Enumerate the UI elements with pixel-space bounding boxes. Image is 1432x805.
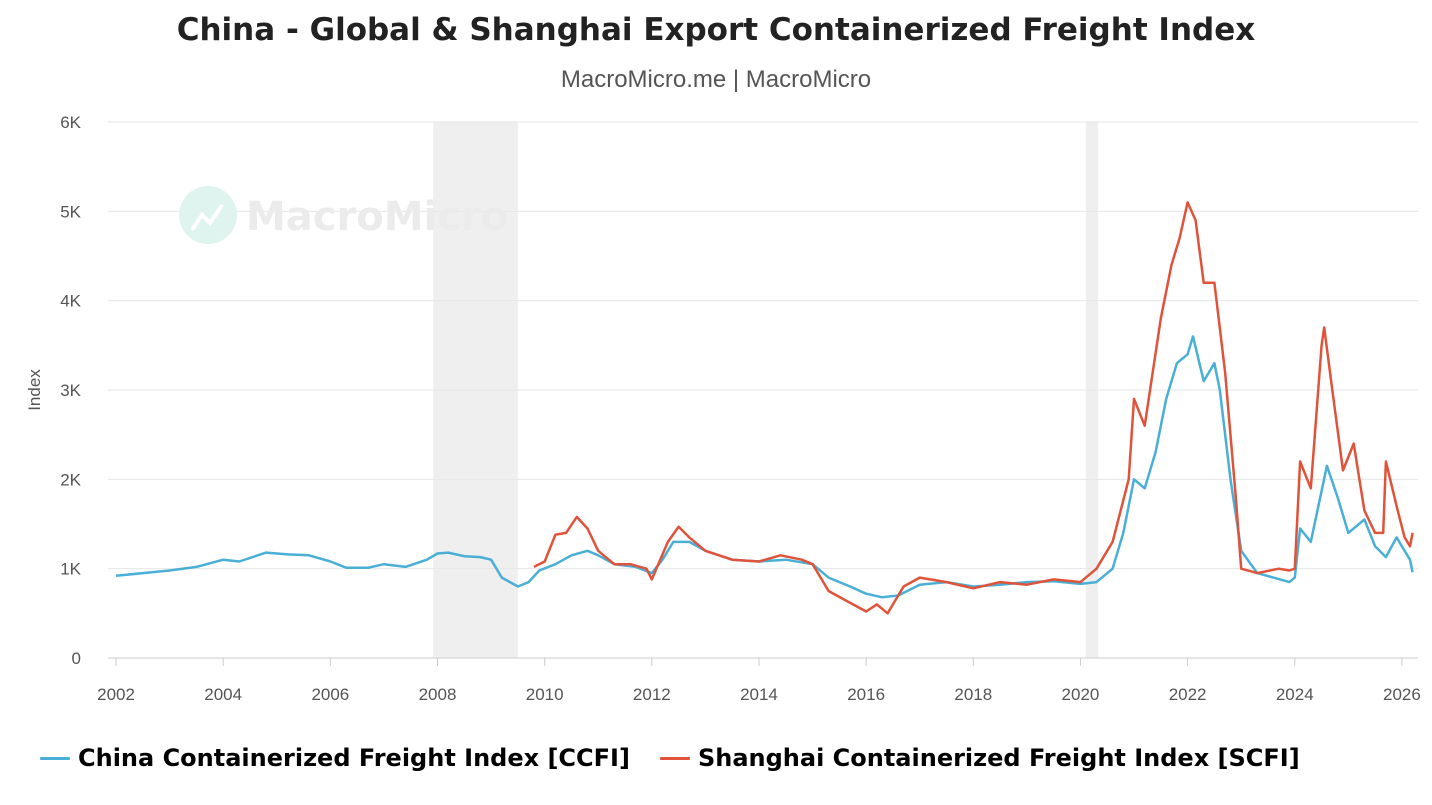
y-tick-label: 2K <box>60 470 81 489</box>
x-tick-label: 2022 <box>1169 685 1207 704</box>
x-tick-label: 2014 <box>740 685 778 704</box>
x-tick-label: 2008 <box>419 685 457 704</box>
y-tick-label: 4K <box>60 292 81 311</box>
y-tick-label: 5K <box>60 202 81 221</box>
series-line-scfi[interactable] <box>533 201 1414 615</box>
chart-logo-icon <box>179 186 237 244</box>
legend-swatch-scfi <box>659 756 690 760</box>
series-line-ccfi[interactable] <box>115 335 1414 599</box>
watermark-text: MacroMicro <box>246 194 508 240</box>
x-axis: 2002 2004 2006 2008 2010 2012 2014 2016 2018 2020… <box>97 657 1421 704</box>
chart-subtitle: MacroMicro.me | MacroMicro <box>560 66 872 93</box>
y-tick-label: 1K <box>60 560 81 579</box>
x-tick-label: 2002 <box>97 685 135 704</box>
legend-item-ccfi[interactable]: China Containerized Freight Index [CCFI] <box>40 744 630 772</box>
x-tick-label: 2016 <box>847 685 885 704</box>
legend-label-scfi: Shanghai Containerized Freight Index [SC… <box>697 744 1300 772</box>
series-lines <box>115 201 1414 615</box>
y-axis: 0 1K 2K 3K 4K 5K 6K <box>60 113 81 668</box>
x-tick-label: 2012 <box>633 685 671 704</box>
legend-item-scfi[interactable]: Shanghai Containerized Freight Index [SC… <box>659 744 1300 772</box>
y-tick-label: 3K <box>60 381 81 400</box>
x-tick-label: 2018 <box>954 685 992 704</box>
y-tick-label: 0 <box>72 649 81 668</box>
chart-logo-icon-mark <box>190 203 224 232</box>
x-tick-label: 2006 <box>311 685 349 704</box>
watermark: MacroMicro <box>179 186 508 244</box>
x-tick-label: 2010 <box>526 685 564 704</box>
x-tick-label: 2020 <box>1062 685 1100 704</box>
x-tick-label: 2024 <box>1276 685 1314 704</box>
legend-swatch-ccfi <box>40 756 70 760</box>
x-tick-label: 2004 <box>204 685 242 704</box>
legend-label-ccfi: China Containerized Freight Index [CCFI] <box>78 744 630 772</box>
legend: China Containerized Freight Index [CCFI]… <box>40 738 1330 778</box>
y-axis-label: Index <box>25 369 44 411</box>
y-tick-label: 6K <box>60 113 81 132</box>
chart-title: China - Global & Shanghai Export Contain… <box>176 12 1256 48</box>
x-tick-label: 2026 <box>1383 685 1421 704</box>
